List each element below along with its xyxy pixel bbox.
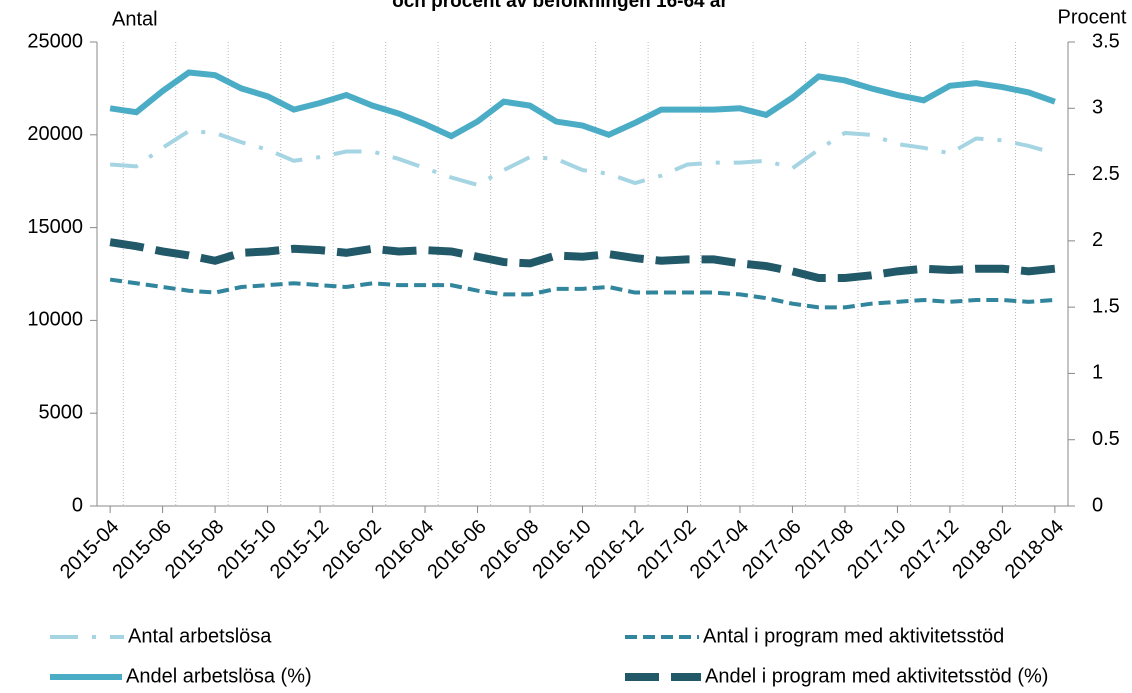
x-tick-label: 2018-04: [1001, 516, 1068, 583]
y2-tick-label: 3.5: [1092, 30, 1120, 52]
y-tick-label: 10000: [27, 309, 83, 331]
series-line: [109, 277, 1056, 310]
series-line: [109, 69, 1056, 140]
legend-label: Andel i program med aktivitetsstöd (%): [705, 665, 1048, 687]
series-line: [109, 129, 1056, 188]
y-tick-label: 5000: [39, 401, 84, 423]
y-axis-label: Antal: [112, 8, 158, 30]
y-tick-label: 20000: [27, 123, 83, 145]
chart-title: och procent av befolkningen 16-64 år: [392, 0, 728, 12]
legend-label: Andel arbetslösa (%): [126, 665, 312, 687]
y-tick-label: 15000: [27, 216, 83, 238]
y2-tick-label: 2.5: [1092, 163, 1120, 185]
legend-label: Antal arbetslösa: [128, 625, 272, 647]
y-tick-label: 25000: [27, 30, 83, 52]
legend-label: Antal i program med aktivitetsstöd: [703, 625, 1004, 647]
y2-tick-label: 0.5: [1092, 428, 1120, 450]
y-tick-label: 0: [72, 494, 83, 516]
series-line: [109, 238, 1056, 282]
y2-tick-label: 0: [1092, 494, 1103, 516]
y2-tick-label: 3: [1092, 97, 1103, 119]
y2-tick-label: 1.5: [1092, 295, 1120, 317]
y2-tick-label: 2: [1092, 229, 1103, 251]
y2-tick-label: 1: [1092, 362, 1103, 384]
y2-axis-label: Procent: [1058, 6, 1127, 28]
